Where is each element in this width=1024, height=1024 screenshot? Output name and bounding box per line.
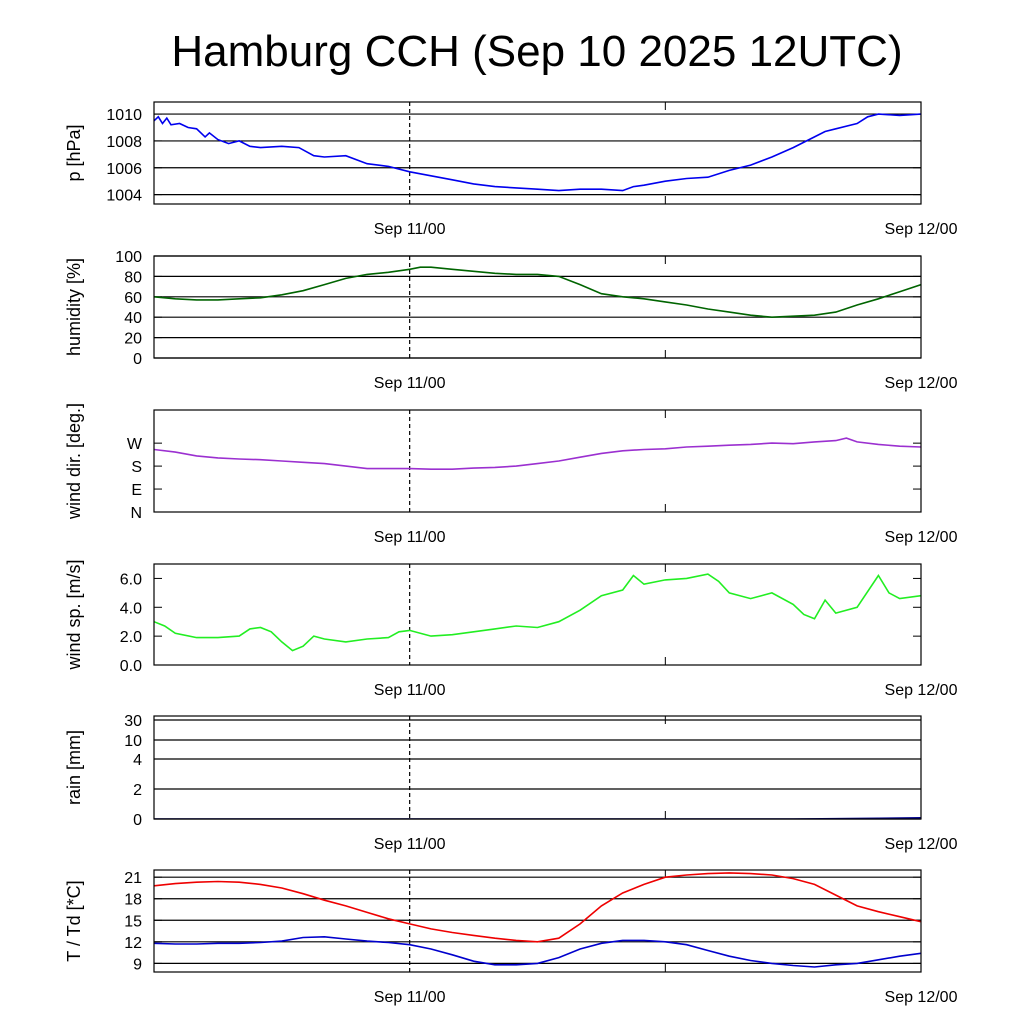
y-tick-label: N: [130, 505, 142, 522]
panel-pressure: 1004 1006 1008 1010 p [hPa] Sep 11/00 Sep 12/0…: [64, 101, 958, 238]
y-axis-label: humidity [%]: [64, 258, 84, 356]
x-tick-label: Sep 11/00: [374, 529, 446, 546]
panel-rain: 0 2 4 10 30 rain [mm] Sep 11/00 Sep 12/00: [64, 713, 958, 853]
x-tick-label: Sep 11/00: [374, 221, 446, 238]
y-tick-label: W: [127, 436, 143, 453]
x-tick-label: Sep 12/00: [885, 375, 958, 392]
y-tick-label: 40: [124, 310, 142, 327]
x-tick-label: Sep 12/00: [885, 989, 958, 1006]
y-tick-label: 4.0: [120, 600, 142, 617]
series-line-humidity: [154, 266, 921, 319]
series-line-wind-speed: [154, 573, 921, 652]
panel-humidity: 0 20 40 60 80 100 humidity [%] Sep 11/00 Sep 12/…: [64, 249, 958, 392]
y-axis-label: wind sp. [m/s]: [64, 559, 84, 670]
panel-wind-speed: 0.0 2.0 4.0 6.0 wind sp. [m/s] Sep 11/00 Sep 1…: [64, 559, 958, 699]
series-line-wind-direction: [154, 437, 921, 470]
y-tick-label: 60: [124, 290, 142, 307]
x-tick-label: Sep 12/00: [885, 836, 958, 853]
chart-title: Hamburg CCH (Sep 10 2025 12UTC): [171, 27, 902, 76]
y-tick-label: 9: [133, 956, 142, 973]
panel-frame: [153, 563, 922, 666]
y-axis-label: T / Td [*C]: [64, 880, 84, 961]
y-tick-label: E: [131, 482, 142, 499]
series-line-pressure: [154, 113, 921, 192]
y-axis-label: rain [mm]: [64, 730, 84, 805]
y-tick-label: 80: [124, 269, 142, 286]
y-axis-label: wind dir. [deg.]: [64, 403, 84, 520]
series-line-temperature: [154, 935, 921, 968]
y-tick-label: 10: [124, 733, 142, 750]
y-tick-label: 2.0: [120, 629, 142, 646]
panel-frame: [153, 101, 922, 205]
panel-frame: [153, 255, 922, 359]
y-axis-label: p [hPa]: [64, 124, 84, 181]
x-tick-label: Sep 12/00: [885, 529, 958, 546]
y-tick-label: 0: [133, 351, 142, 368]
panel-frame: [153, 715, 922, 820]
y-tick-label: 21: [124, 870, 142, 887]
x-tick-label: Sep 11/00: [374, 836, 446, 853]
x-tick-label: Sep 11/00: [374, 375, 446, 392]
y-tick-label: 2: [133, 782, 142, 799]
x-tick-label: Sep 11/00: [374, 682, 446, 699]
panel-frame: [153, 869, 922, 973]
y-tick-label: 30: [124, 713, 142, 730]
y-tick-label: 6.0: [120, 571, 142, 588]
y-tick-label: 12: [124, 935, 142, 952]
panel-frame: [153, 409, 922, 513]
y-tick-label: 1006: [106, 161, 142, 178]
y-tick-label: 4: [133, 752, 142, 769]
series-line-temperature: [154, 872, 921, 943]
x-tick-label: Sep 11/00: [374, 989, 446, 1006]
x-tick-label: Sep 12/00: [885, 682, 958, 699]
panel-temperature: 9 12 15 18 21 T / Td [*C] Sep 11/00 Sep 12/00: [64, 869, 958, 1006]
y-tick-label: 1010: [106, 107, 142, 124]
y-tick-label: 100: [115, 249, 142, 266]
y-tick-label: 0: [133, 812, 142, 829]
y-tick-label: 0.0: [120, 658, 142, 675]
y-tick-label: 15: [124, 913, 142, 930]
y-tick-label: 1004: [106, 188, 142, 205]
x-tick-label: Sep 12/00: [885, 221, 958, 238]
y-tick-label: 20: [124, 331, 142, 348]
y-tick-label: 18: [124, 892, 142, 909]
y-tick-label: 1008: [106, 134, 142, 151]
y-tick-label: S: [131, 459, 142, 476]
